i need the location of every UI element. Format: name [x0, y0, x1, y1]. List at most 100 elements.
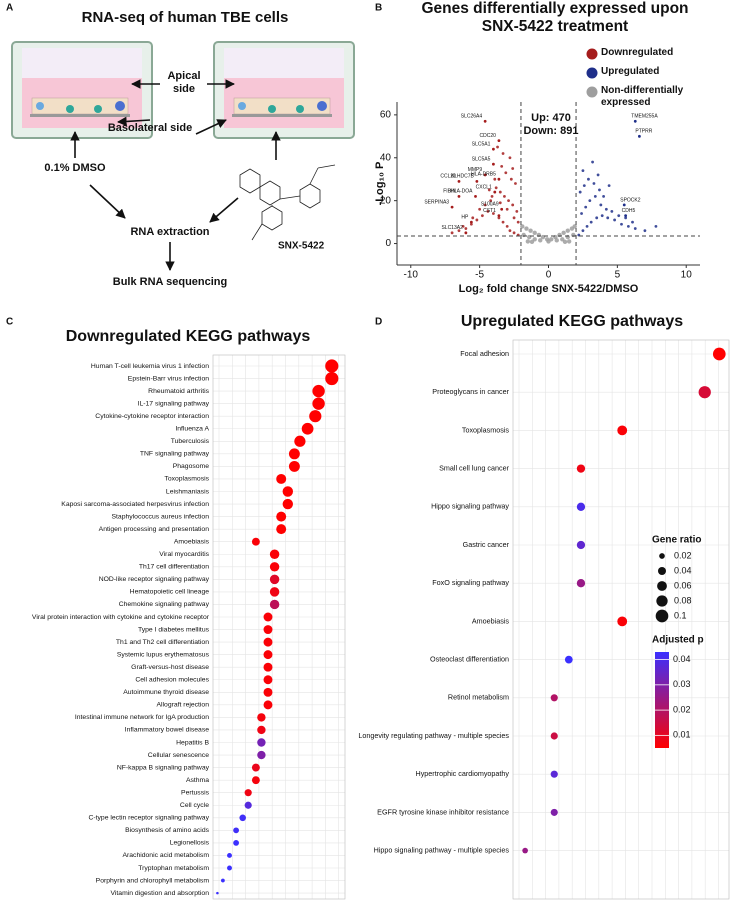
category-label: Intestinal immune network for IgA produc… [75, 714, 209, 721]
legend-label-box: Non-differentially expressed [601, 85, 683, 108]
category-label: Viral protein interaction with cytokine … [32, 614, 210, 621]
point [509, 177, 513, 181]
dot [269, 599, 280, 610]
category-label: Tuberculosis [171, 438, 210, 445]
category-label: Cellular senescence [148, 752, 209, 759]
point [613, 218, 617, 222]
point [599, 203, 603, 207]
point [578, 190, 582, 194]
apical-label: Apical side [167, 70, 201, 95]
point [507, 199, 510, 203]
category-label: Toxoplasmosis [462, 425, 510, 434]
gene-point [469, 220, 473, 224]
dot [269, 574, 280, 585]
category-label: EGFR tyrosine kinase inhibitor resistanc… [377, 807, 509, 816]
point [538, 238, 543, 243]
point [585, 224, 589, 228]
x-axis-label: Log₂ fold change SNX-5422/DMSO [459, 283, 639, 295]
dot [550, 694, 558, 702]
point [596, 173, 600, 177]
point [508, 229, 512, 233]
category-label: Chemokine signaling pathway [119, 601, 210, 608]
gene-label: CXCL1 [476, 184, 492, 190]
dot [257, 738, 266, 747]
gene-point [483, 173, 487, 177]
category-label: Porphyrin and chlorophyll metabolism [96, 877, 210, 884]
point [617, 214, 621, 218]
point [604, 207, 608, 211]
gene-point [497, 139, 501, 143]
legend-label: Upregulated [601, 66, 660, 77]
dot [309, 410, 322, 423]
dot [221, 878, 225, 883]
point [498, 190, 502, 194]
dot [576, 464, 586, 473]
point [492, 212, 495, 215]
arrows [70, 79, 281, 271]
point [515, 209, 519, 213]
category-label: Tryptophan metabolism [138, 865, 209, 872]
annotation: Down: 891 [523, 125, 578, 137]
point [633, 227, 637, 230]
category-label: Autoimmune thyroid disease [123, 689, 209, 696]
gene-label: SLC5A1 [472, 142, 491, 148]
point [546, 239, 551, 244]
gene-point [497, 177, 501, 181]
legend-label-box: Upregulated [601, 66, 660, 77]
point [514, 182, 517, 185]
dot [522, 847, 528, 854]
category-label: Kaposi sarcoma-associated herpesvirus in… [61, 501, 209, 508]
dot [263, 650, 273, 660]
point [566, 239, 572, 244]
category-label: Focal adhesion [460, 349, 509, 358]
dot [227, 865, 232, 871]
gene-point [492, 162, 495, 166]
plot-frame [212, 354, 346, 900]
gene-label: CST1 [483, 208, 496, 214]
point [589, 220, 593, 224]
dot [698, 386, 711, 399]
category-label: Pertussis [181, 789, 210, 796]
dot [288, 448, 300, 460]
gene-point [483, 119, 487, 123]
point [602, 194, 605, 198]
annotation: Up: 470 [531, 112, 571, 124]
gene-label: SERPINA3 [424, 199, 449, 205]
size-key-label: 0.04 [674, 565, 692, 575]
point [505, 224, 509, 228]
point [562, 239, 568, 245]
colorbar-tick-label: 0.04 [673, 654, 691, 664]
dot [227, 853, 232, 858]
category-label: Arachidonic acid metabolism [122, 852, 209, 859]
legend-marker [586, 48, 598, 60]
point [469, 222, 473, 226]
dot [263, 687, 273, 697]
category-label: Inflammatory bowel disease [125, 727, 209, 734]
dot [233, 840, 239, 846]
dot [216, 891, 219, 895]
category-label: IL-17 signaling pathway [138, 400, 210, 407]
dot [257, 725, 266, 735]
control-label: 0.1% DMSO [44, 162, 106, 174]
point [501, 152, 505, 155]
diagram: RNA-seq of human TBE cells [11, 9, 355, 288]
legend-marker [586, 67, 598, 79]
category-label: Epstein-Barr virus infection [128, 375, 209, 382]
point [607, 184, 611, 188]
dot [263, 625, 273, 635]
x-tick-label: -10 [404, 270, 419, 281]
category-label: Gastric cancer [463, 540, 510, 549]
colorbar-tick-label: 0.03 [673, 679, 691, 689]
chart-title-box: Genes differentially expressed upon SNX-… [421, 0, 688, 35]
dot [325, 359, 339, 373]
y-axis-label: -Log₁₀ P [374, 162, 386, 206]
point [582, 184, 586, 188]
point [493, 177, 497, 181]
point [503, 194, 506, 198]
point [508, 156, 512, 160]
dot [282, 498, 294, 510]
category-label: Systemic lupus erythematosus [117, 651, 210, 658]
category-label: Type I diabetes mellitus [138, 626, 210, 633]
gene-label: PTPRR [635, 129, 652, 135]
point [598, 188, 601, 192]
